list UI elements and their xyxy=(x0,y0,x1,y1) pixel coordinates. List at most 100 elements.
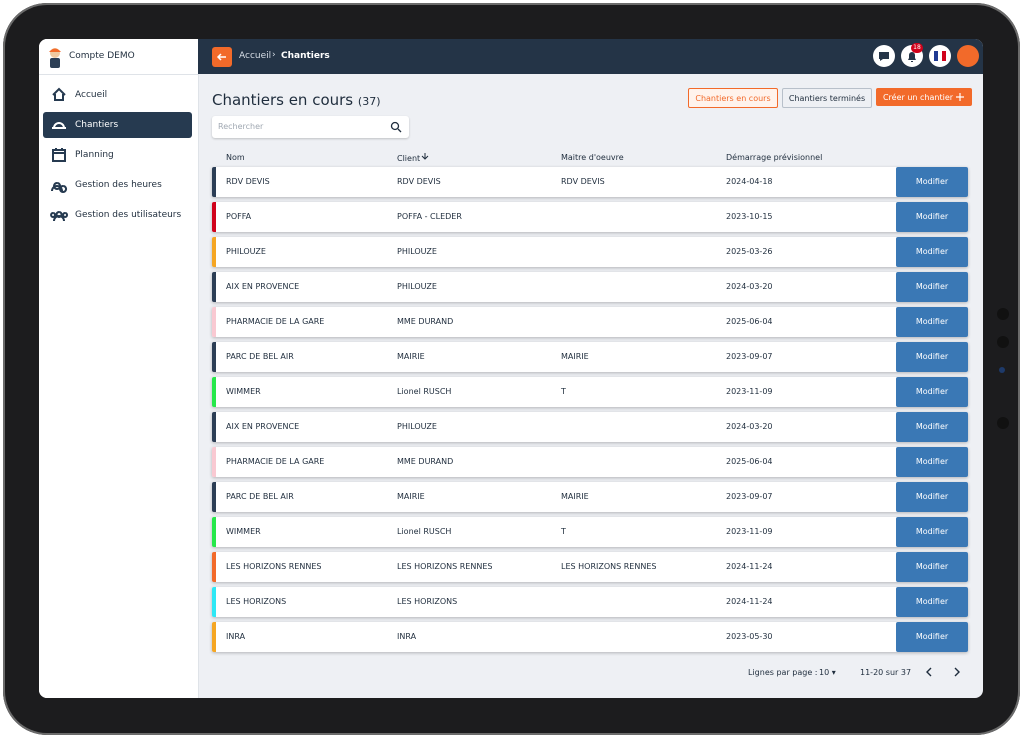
account-header: Compte DEMO xyxy=(39,39,198,75)
table-row[interactable]: INRA INRA 2023-05-30 Modifier xyxy=(212,622,968,652)
table-cell: 2025-06-04 xyxy=(726,317,773,326)
rows-per-page-select[interactable]: 10 ▾ xyxy=(819,668,836,677)
title: Chantiers en cours xyxy=(212,91,354,109)
camera-lens xyxy=(999,367,1005,373)
status-color xyxy=(212,377,216,407)
table-cell: WIMMER xyxy=(226,527,261,536)
table-cell: 2024-03-20 xyxy=(726,422,773,431)
table-row[interactable]: WIMMER Lionel RUSCH T 2023-11-09 Modifier xyxy=(212,517,968,547)
search-box[interactable]: Rechercher xyxy=(212,116,409,138)
table-cell: LES HORIZONS RENNES xyxy=(561,562,657,571)
breadcrumb-link[interactable]: Accueil xyxy=(239,51,272,61)
breadcrumb-separator: › xyxy=(272,50,276,60)
table-cell: POFFA xyxy=(226,212,252,221)
user-avatar[interactable] xyxy=(957,45,979,67)
table-cell: 2024-04-18 xyxy=(726,177,773,186)
edit-button[interactable]: Modifier xyxy=(896,342,968,372)
menu-icon xyxy=(51,182,68,193)
menu-item[interactable]: Planning xyxy=(43,142,192,168)
table-row[interactable]: LES HORIZONS RENNES LES HORIZONS RENNES LE… xyxy=(212,552,968,582)
edit-button[interactable]: Modifier xyxy=(896,587,968,617)
page-title: Chantiers en cours (37) xyxy=(212,91,381,109)
menu-item[interactable]: Chantiers xyxy=(43,112,192,138)
edit-button[interactable]: Modifier xyxy=(896,307,968,337)
next-page[interactable] xyxy=(951,666,963,678)
status-color xyxy=(212,552,216,582)
edit-button[interactable]: Modifier xyxy=(896,272,968,302)
status-color xyxy=(212,517,216,547)
menu-icon xyxy=(52,87,66,101)
status-color xyxy=(212,272,216,302)
table-row[interactable]: POFFA POFFA - CLEDER 2023-10-15 Modifier xyxy=(212,202,968,232)
menu-icon xyxy=(52,122,66,129)
table-cell: PARC DE BEL AIR xyxy=(226,492,294,501)
page-range: 11-20 sur 37 xyxy=(860,668,912,677)
table-row[interactable]: LES HORIZONS LES HORIZONS 2024-11-24 Modifi… xyxy=(212,587,968,617)
column-header: Nom xyxy=(226,153,245,162)
column-header[interactable]: Client xyxy=(397,153,430,163)
menu-item[interactable]: Gestion des utilisateurs xyxy=(43,202,192,228)
edit-button[interactable]: Modifier xyxy=(896,517,968,547)
table-row[interactable]: AIX EN PROVENCE PHILOUZE 2024-03-20 Modifie… xyxy=(212,412,968,442)
screen: Compte DEMO Accueil Chantiers Planning Gest… xyxy=(39,39,983,698)
table-cell: AIX EN PROVENCE xyxy=(226,282,300,291)
edit-button[interactable]: Modifier xyxy=(896,412,968,442)
search-icon xyxy=(390,121,402,133)
table-cell: MAIRIE xyxy=(397,352,425,361)
status-color xyxy=(212,342,216,372)
table-cell: 2025-03-26 xyxy=(726,247,773,256)
menu-item[interactable]: Gestion des heures xyxy=(43,172,192,198)
table-cell: 2023-11-09 xyxy=(726,387,773,396)
table-cell: 2025-06-04 xyxy=(726,457,773,466)
edit-button[interactable]: Modifier xyxy=(896,377,968,407)
chat-button[interactable] xyxy=(873,45,895,67)
status-color xyxy=(212,237,216,267)
rows-per-page-value: 10 xyxy=(819,668,830,677)
table-cell: T xyxy=(561,387,566,396)
table-row[interactable]: WIMMER Lionel RUSCH T 2023-11-09 Modifier xyxy=(212,377,968,407)
table-cell: LES HORIZONS xyxy=(397,597,458,606)
table-row[interactable]: PHARMACIE DE LA GARE MME DURAND 2025-06-04… xyxy=(212,447,968,477)
create-label: Créer un chantier xyxy=(882,92,954,102)
edit-button[interactable]: Modifier xyxy=(896,622,968,652)
table-cell: POFFA - CLEDER xyxy=(397,212,462,221)
table-cell: RDV DEVIS xyxy=(397,177,441,186)
menu-label: Chantiers xyxy=(75,120,119,130)
table-row[interactable]: PHARMACIE DE LA GARE MME DURAND 2025-06-04… xyxy=(212,307,968,337)
edit-button[interactable]: Modifier xyxy=(896,482,968,512)
bell-icon xyxy=(908,52,916,62)
edit-button[interactable]: Modifier xyxy=(896,237,968,267)
table-cell: PARC DE BEL AIR xyxy=(226,352,294,361)
table-cell: LES HORIZONS RENNES xyxy=(226,562,322,571)
table-row[interactable]: PARC DE BEL AIR MAIRIE MAIRIE 2023-09-07 Mod… xyxy=(212,482,968,512)
table-row[interactable]: RDV DEVIS RDV DEVIS RDV DEVIS 2024-04-18 Mod… xyxy=(212,167,968,197)
edit-button[interactable]: Modifier xyxy=(896,202,968,232)
table-cell: 2024-11-24 xyxy=(726,562,773,571)
chat-icon xyxy=(879,52,889,61)
table-row[interactable]: AIX EN PROVENCE PHILOUZE 2024-03-20 Modifie… xyxy=(212,272,968,302)
table-cell: 2023-09-07 xyxy=(726,352,773,361)
table-cell: PHILOUZE xyxy=(226,247,266,256)
breadcrumb-current: Chantiers xyxy=(281,51,330,61)
language-button[interactable] xyxy=(929,45,951,67)
topbar: Accueil › Chantiers 18 xyxy=(198,39,983,74)
edit-button[interactable]: Modifier xyxy=(896,447,968,477)
table-row[interactable]: PHILOUZE PHILOUZE 2025-03-26 Modifier xyxy=(212,237,968,267)
avatar xyxy=(49,48,61,68)
edit-button[interactable]: Modifier xyxy=(896,167,968,197)
menu-item[interactable]: Accueil xyxy=(43,82,192,108)
filter-current[interactable]: Chantiers en cours xyxy=(688,88,778,108)
table-cell: WIMMER xyxy=(226,387,261,396)
create-button[interactable]: Créer un chantier xyxy=(876,88,972,106)
prev-page[interactable] xyxy=(923,666,935,678)
table-row[interactable]: PARC DE BEL AIR MAIRIE MAIRIE 2023-09-07 Mod… xyxy=(212,342,968,372)
status-color xyxy=(212,447,216,477)
filter-finished[interactable]: Chantiers terminés xyxy=(782,88,872,108)
table-cell: RDV DEVIS xyxy=(226,177,270,186)
flag-fr xyxy=(934,51,946,61)
menu-icon xyxy=(50,211,69,222)
notification-badge: 18 xyxy=(911,43,923,53)
edit-button[interactable]: Modifier xyxy=(896,552,968,582)
back-button[interactable] xyxy=(212,47,232,67)
